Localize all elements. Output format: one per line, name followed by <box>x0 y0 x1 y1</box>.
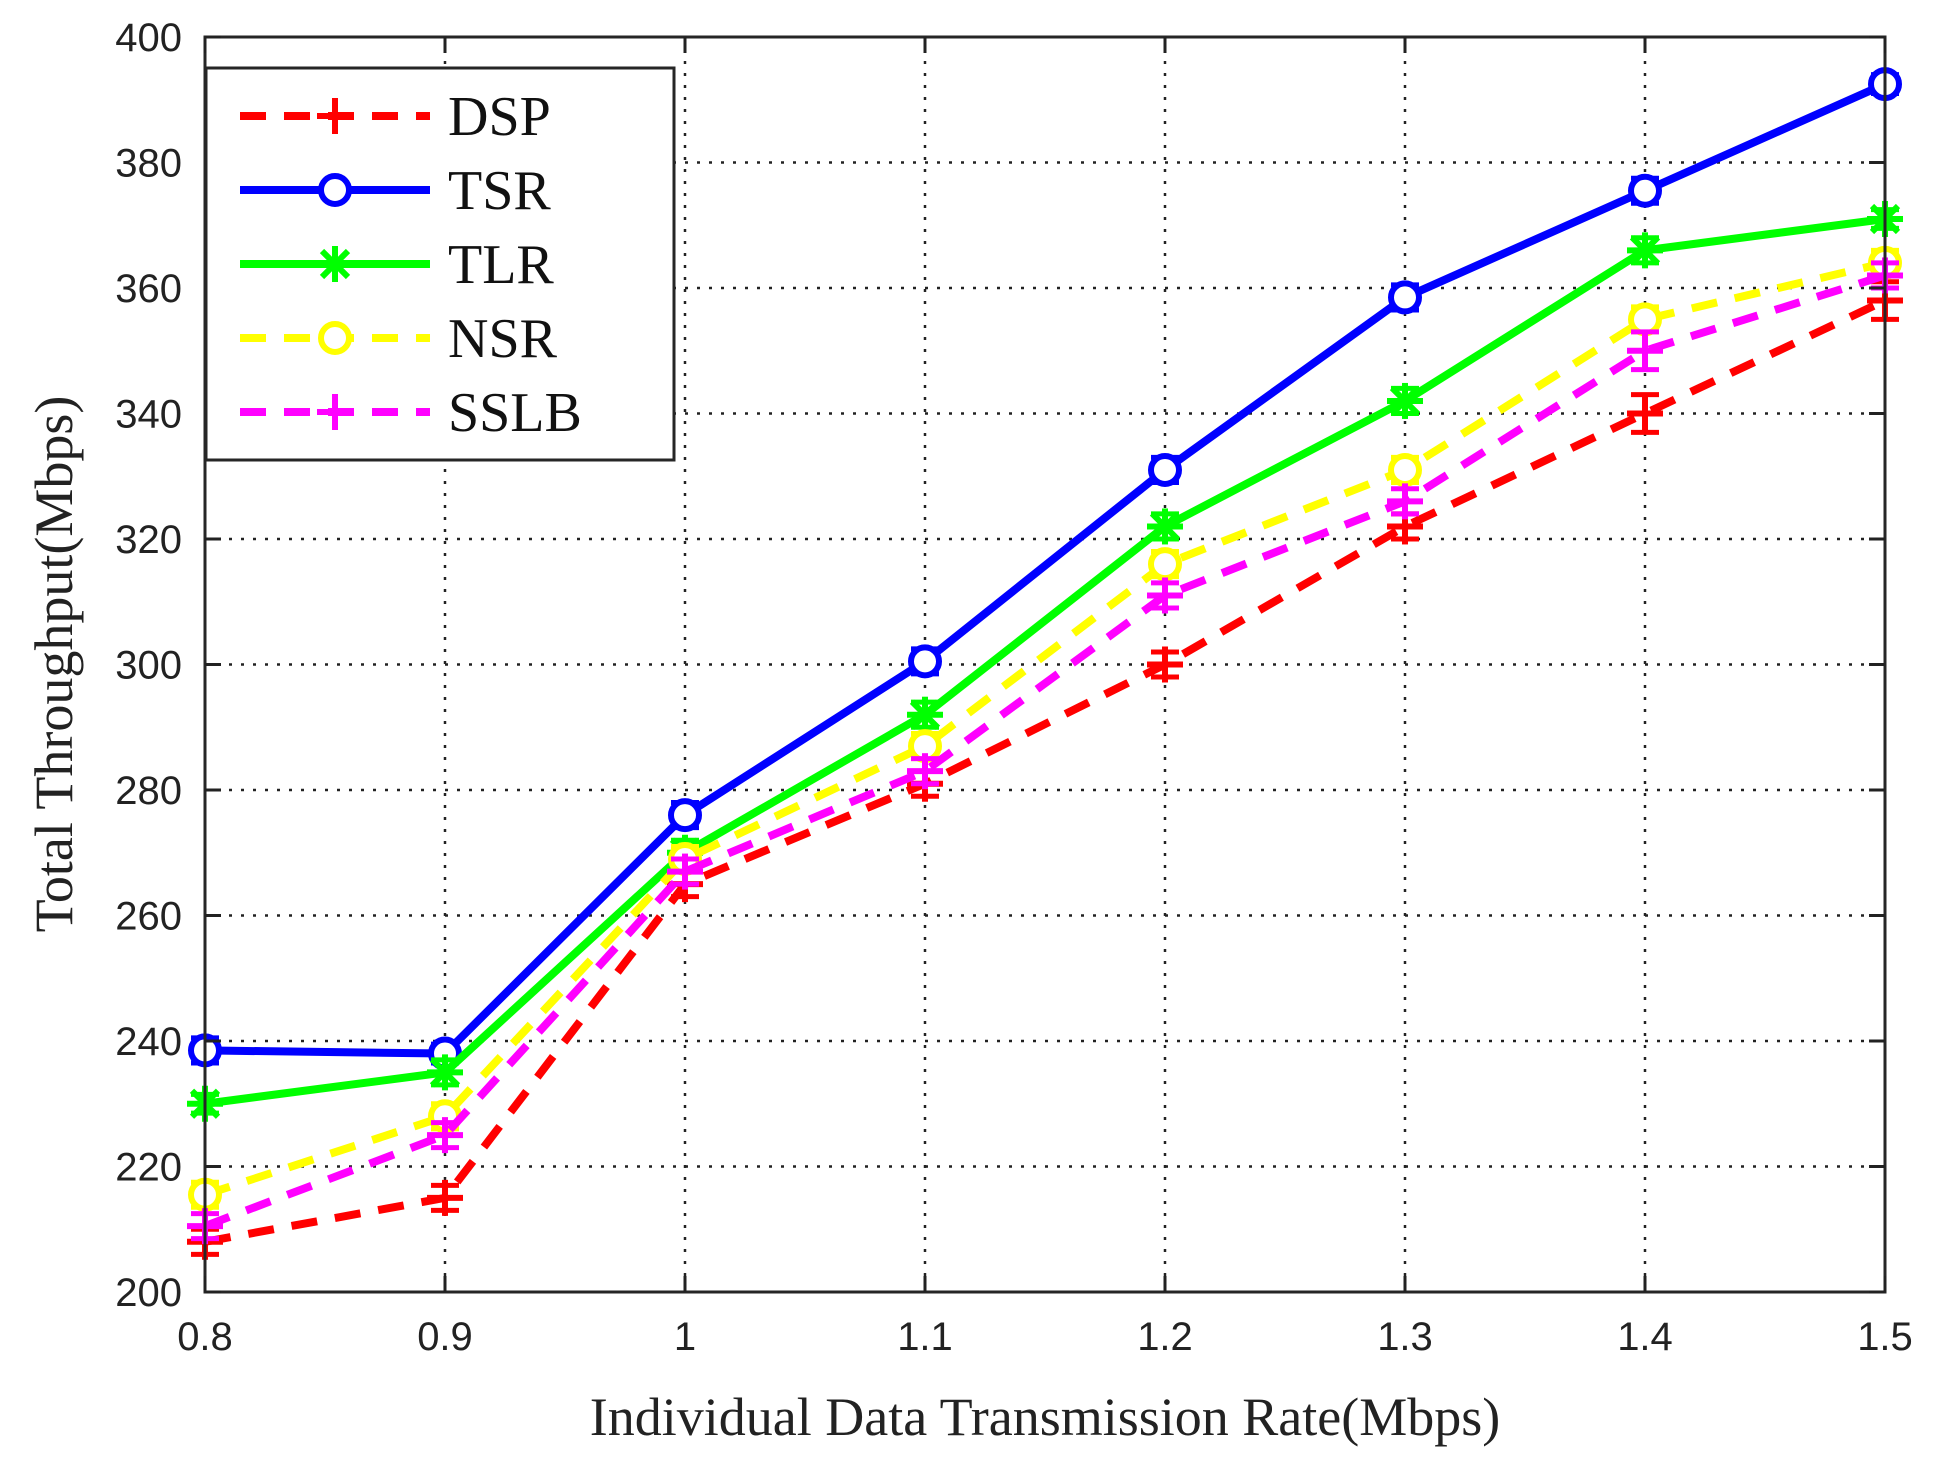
legend: DSP TSR TLR NSR SSLB <box>204 66 676 462</box>
legend-label-sslb: SSLB <box>448 382 582 444</box>
marker-circle <box>1148 452 1182 487</box>
x-tick-label: 1.3 <box>1377 1315 1433 1359</box>
legend-entry-dsp: DSP <box>240 86 551 148</box>
legend-entry-sslb: SSLB <box>240 382 582 444</box>
series-line-sslb <box>203 271 1887 1230</box>
data-point-dsp <box>427 1179 463 1216</box>
legend-marker-sslb <box>317 394 353 430</box>
data-point-dsp <box>1627 395 1663 432</box>
marker-circle <box>1148 547 1182 582</box>
data-point-tlr <box>1387 382 1423 419</box>
marker-circle <box>668 798 702 833</box>
x-axis-label: Individual Data Transmission Rate(Mbps) <box>590 1387 1500 1447</box>
x-axis-ticks: 0.8 0.9 1 1.1 1.2 1.3 1.4 1.5 <box>177 37 1913 1359</box>
series-line-nsr <box>203 259 1886 1199</box>
marker-circle <box>1388 452 1422 487</box>
y-tick-label: 320 <box>115 518 182 562</box>
marker-ast-d2 <box>319 248 351 280</box>
y-tick-label: 300 <box>115 644 182 688</box>
legend-label-nsr: NSR <box>448 308 558 370</box>
legend-marker-nsr <box>318 321 352 355</box>
series-sslb <box>187 257 1903 1245</box>
marker-circle <box>1628 302 1662 337</box>
marker-ast-d2 <box>909 699 941 730</box>
marker-ast-d2 <box>1149 511 1181 542</box>
series-line-dsp <box>204 296 1887 1246</box>
legend-entry-tsr: TSR <box>240 160 551 222</box>
marker-ast-d2 <box>429 1057 461 1088</box>
x-tick-label: 1.4 <box>1617 1315 1673 1359</box>
x-tick-label: 0.8 <box>177 1315 233 1359</box>
marker-circle <box>908 644 942 679</box>
y-tick-label: 400 <box>115 16 182 60</box>
data-point-sslb <box>1627 332 1663 369</box>
data-point-sslb <box>907 753 943 790</box>
y-tick-label: 220 <box>115 1146 182 1190</box>
y-axis-label: Total Throughput(Mbps) <box>24 396 84 933</box>
y-tick-label: 340 <box>115 393 182 437</box>
data-point-sslb <box>1147 577 1183 614</box>
marker-circle <box>1388 280 1422 315</box>
marker-circle <box>1628 173 1662 208</box>
data-point-nsr <box>1148 547 1182 582</box>
legend-marker-dsp <box>317 98 353 134</box>
legend-entry-tlr: TLR <box>240 234 554 296</box>
data-point-tsr <box>668 798 702 833</box>
x-tick-label: 0.9 <box>417 1315 473 1359</box>
data-point-tsr <box>908 644 942 679</box>
marker-ast-d2 <box>1629 235 1661 266</box>
legend-marker-tlr <box>317 246 353 282</box>
series-line-tsr <box>204 80 1887 1058</box>
x-tick-label: 1.5 <box>1857 1315 1913 1359</box>
data-point-sslb <box>427 1117 463 1154</box>
legend-label-tsr: TSR <box>448 160 551 222</box>
data-point-tlr <box>427 1054 463 1091</box>
series-tsr <box>188 67 1902 1071</box>
legend-label-tlr: TLR <box>448 234 554 296</box>
series-layer <box>187 67 1903 1260</box>
x-tick-label: 1.2 <box>1137 1315 1193 1359</box>
marker-circle <box>318 321 352 355</box>
legend-marker-tsr <box>318 173 352 207</box>
marker-circle <box>318 173 352 207</box>
x-tick-label: 1.1 <box>897 1315 953 1359</box>
data-point-tlr <box>907 696 943 733</box>
data-point-nsr <box>1388 452 1422 487</box>
y-tick-label: 360 <box>115 267 182 311</box>
y-tick-label: 380 <box>115 142 182 186</box>
marker-ast-d2 <box>1389 385 1421 417</box>
y-tick-label: 240 <box>115 1020 182 1064</box>
y-tick-label: 260 <box>115 895 182 939</box>
data-point-nsr <box>1628 302 1662 337</box>
legend-entry-nsr: NSR <box>240 308 558 370</box>
y-tick-label: 280 <box>115 769 182 813</box>
data-point-tsr <box>1148 452 1182 487</box>
y-axis-ticks: 200 220 240 260 280 300 320 340 360 380 400 <box>115 16 1885 1315</box>
series-line-tlr <box>204 215 1886 1108</box>
data-point-dsp <box>1147 646 1183 683</box>
data-point-sslb <box>1387 483 1423 520</box>
data-point-sslb <box>667 853 703 890</box>
legend-label-dsp: DSP <box>448 86 551 148</box>
data-point-tsr <box>1388 280 1422 315</box>
y-tick-label: 200 <box>115 1271 182 1315</box>
data-point-tsr <box>1628 173 1662 208</box>
x-tick-label: 1 <box>674 1315 696 1359</box>
data-point-tlr <box>1147 508 1183 545</box>
data-point-tlr <box>1627 232 1663 269</box>
